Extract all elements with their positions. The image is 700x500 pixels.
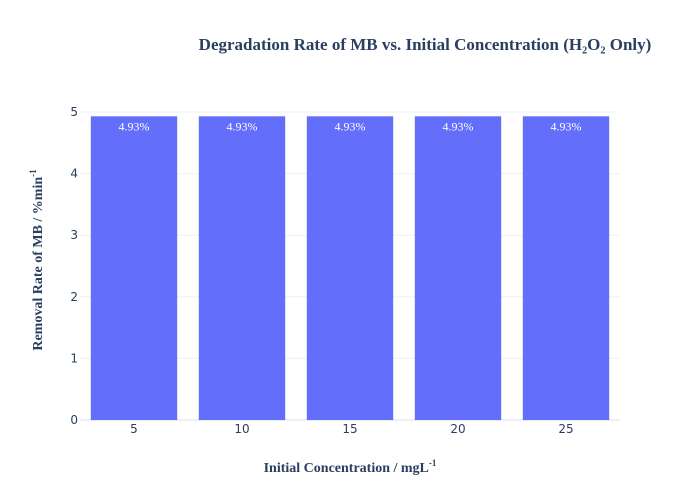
y-tick-label: 3: [70, 228, 78, 242]
bar-value-label: 4.93%: [119, 119, 150, 133]
bar[interactable]: [90, 116, 178, 420]
x-tick-label: 15: [342, 422, 357, 436]
y-tick-label: 4: [70, 167, 78, 181]
bar[interactable]: [306, 116, 394, 420]
x-tick-label: 20: [450, 422, 465, 436]
y-axis-ticks: 0 1 2 3 4 5: [70, 105, 78, 427]
y-axis-title-superscript: -1: [28, 169, 38, 177]
x-tick-label: 5: [130, 422, 138, 436]
x-axis-title-text: Initial Concentration / mgL: [264, 461, 429, 476]
bars: [90, 116, 610, 420]
bar-value-label: 4.93%: [335, 119, 366, 133]
x-axis-title: Initial Concentration / mgL-1: [264, 458, 437, 476]
bar-value-label: 4.93%: [551, 119, 582, 133]
bar[interactable]: [414, 116, 502, 420]
x-tick-label: 10: [234, 422, 249, 436]
bar-value-label: 4.93%: [227, 119, 258, 133]
y-tick-label: 1: [70, 351, 78, 365]
y-tick-label: 2: [70, 290, 78, 304]
y-tick-label: 5: [70, 105, 78, 119]
x-axis-title-superscript: -1: [429, 458, 437, 468]
bar[interactable]: [522, 116, 610, 420]
bar-value-label: 4.93%: [443, 119, 474, 133]
x-axis-ticks: 5 10 15 20 25: [130, 422, 573, 436]
y-tick-label: 0: [70, 413, 78, 427]
data-labels: 4.93% 4.93% 4.93% 4.93% 4.93%: [119, 119, 582, 133]
y-axis-title-text: Removal Rate of MB / %min: [31, 177, 46, 351]
chart-title: Degradation Rate of MB vs. Initial Conce…: [199, 35, 652, 54]
bar[interactable]: [198, 116, 286, 420]
y-axis-title: Removal Rate of MB / %min-1: [28, 169, 46, 351]
x-tick-label: 25: [558, 422, 573, 436]
